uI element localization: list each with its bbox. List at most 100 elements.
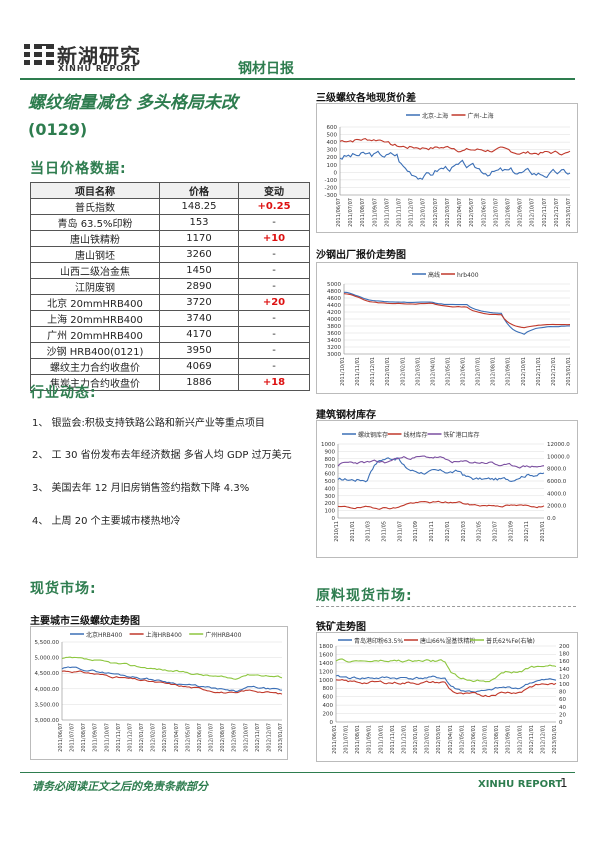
cell-name: 上海 20mmHRB400 (30, 310, 160, 327)
x-tick-label: 2012/04/01 (448, 725, 454, 754)
x-tick-label: 2011/12/01 (401, 725, 407, 754)
x-tick-label: 2012/12/07 (554, 198, 560, 227)
x-tick-label: 2011/01 (350, 521, 356, 542)
x-tick-label: 2011/06/07 (58, 723, 64, 752)
cell-change: - (238, 310, 310, 327)
x-tick-label: 2013/01/07 (566, 198, 572, 227)
x-tick-label: 2012/01/01 (385, 357, 391, 386)
x-tick-label: 2012/08/07 (220, 723, 226, 752)
y-tick-label: 600 (323, 695, 334, 701)
x-tick-label: 2012/04/07 (174, 723, 180, 752)
x-tick-label: 2012/07/01 (483, 725, 489, 754)
y-tick-label: 200 (327, 155, 338, 161)
chart3-title: 建筑钢材库存 (316, 410, 376, 421)
x-tick-label: 2012/07 (492, 521, 498, 542)
cell-name: 唐山铁精粉 (30, 230, 160, 247)
x-tick-label: 2012/11/07 (255, 723, 261, 752)
x-tick-label: 2012/07/07 (493, 198, 499, 227)
y-tick-label: 5000 (327, 282, 341, 288)
cell-name: 唐山钢坯 (30, 246, 160, 263)
logo-mark-icon (24, 42, 54, 72)
news-item: 4、 上周 20 个主要城市楼热地冷 (32, 516, 181, 527)
x-tick-label: 2012/10/07 (530, 198, 536, 227)
series-line (343, 291, 571, 335)
y-tick-label: 200 (325, 501, 336, 507)
x-tick-label: 2011/07/01 (344, 725, 350, 754)
x-tick-label: 2012/08/01 (494, 725, 500, 754)
cell-change: - (238, 358, 310, 375)
table-row: 江阴废钢 2890- (30, 278, 310, 295)
y-tick-label: 4,000.00 (35, 687, 60, 693)
y-tick-label: 4200 (327, 310, 341, 316)
y-tick-label: 400 (323, 703, 334, 709)
news-item: 1、 银监会:积极支持铁路公路和新兴产业等重点项目 (32, 418, 265, 429)
series-line (339, 138, 571, 156)
chart-frame (316, 632, 578, 762)
x-tick-label: 2011/11 (429, 521, 435, 542)
chart-shagang-price: 高线 hrb400 50004800460044004200400038003600… (316, 262, 578, 394)
legend-label: 青岛港印粉63.5% (354, 637, 403, 645)
x-tick-label: 2013/01/01 (552, 725, 558, 754)
y-tick-label: 4800 (327, 289, 341, 295)
y-tick-label: 3,500.00 (35, 702, 60, 708)
y-tick-label: 3400 (327, 338, 341, 344)
table-row: 焦炭主力合约收盘价 1886 +18 (30, 374, 310, 391)
series-line (61, 656, 283, 680)
y-right-tick-label: 2000.0 (547, 504, 567, 510)
x-tick-label: 2011/12/07 (127, 723, 133, 752)
table-row: 上海 20mmHRB400 3740- (30, 310, 310, 327)
x-tick-label: 2011/12/07 (409, 198, 415, 227)
x-tick-label: 2012/03/07 (162, 723, 168, 752)
table-row: 唐山铁精粉 1170 +10 (30, 230, 310, 247)
x-tick-label: 2012/11 (524, 521, 530, 542)
x-tick-label: 2012/07/07 (209, 723, 215, 752)
table-row: 唐山钢坯 3260- (30, 246, 310, 263)
cell-price: 153 (159, 214, 239, 231)
x-tick-label: 2011/07 (397, 521, 403, 542)
series-line (337, 500, 545, 510)
series-line (343, 293, 571, 329)
x-tick-label: 2012/03 (461, 521, 467, 542)
brand-cn: 新湖研究 (57, 44, 141, 68)
industry-heading: 行业动态: (30, 385, 97, 401)
y-tick-label: 4000 (327, 317, 341, 323)
y-tick-label: 5,500.00 (35, 640, 60, 646)
y-right-tick-label: 180 (559, 652, 570, 658)
y-right-tick-label: 120 (559, 674, 570, 680)
x-tick-label: 2011/11/01 (390, 725, 396, 754)
x-tick-label: 2012/12/07 (266, 723, 272, 752)
cell-name: 广州 20mmHRB400 (30, 326, 160, 343)
chart-steel-inventory: 螺纹钢库存 线材库存 铁矿港口库存1000900800700600500400300… (316, 420, 578, 558)
x-tick-label: 2012/01 (445, 521, 451, 542)
y-tick-label: 700 (325, 464, 336, 470)
chart-frame (316, 420, 578, 558)
price-table-wrap: 项目名称 价格 变动 普氏指数 148.25 +0.25 青岛 63.5%印粉 153-… (30, 182, 310, 391)
report-type: 钢材日报 (238, 61, 294, 77)
col-price: 价格 (159, 182, 239, 199)
chart-rebar-cities: 北京HRB400 上海HRB400 广州HRB400 5,500.00 5,000.00… (30, 626, 288, 760)
chart4-title: 主要城市三级螺纹走势图 (30, 616, 140, 627)
x-tick-label: 2012/03/07 (445, 198, 451, 227)
y-tick-label: 0 (330, 720, 334, 726)
y-tick-label: 500 (325, 479, 336, 485)
y-tick-label: 600 (327, 125, 338, 131)
y-right-tick-label: 6000.0 (547, 479, 567, 485)
footer-brand: XINHU REPORT (478, 779, 563, 790)
x-tick-label: 2011/08/07 (360, 198, 366, 227)
x-tick-label: 2011/08/01 (355, 725, 361, 754)
x-tick-label: 2012/12/01 (551, 357, 557, 386)
table-row: 青岛 63.5%印粉 153- (30, 214, 310, 231)
x-tick-label: 2012/01/07 (139, 723, 145, 752)
x-tick-label: 2013/01/07 (278, 723, 284, 752)
x-tick-label: 2012/05/01 (445, 357, 451, 386)
x-tick-label: 2012/12/01 (540, 725, 546, 754)
cell-name: 青岛 63.5%印粉 (30, 214, 160, 231)
y-right-tick-label: 100 (559, 682, 570, 688)
y-tick-label: 1600 (319, 652, 333, 658)
y-right-tick-label: 0 (559, 720, 563, 726)
x-tick-label: 2012/02/01 (425, 725, 431, 754)
x-tick-label: 2012/05/01 (459, 725, 465, 754)
y-tick-label: -300 (325, 193, 338, 199)
table-row: 山西二级冶金焦 1450- (30, 262, 310, 279)
x-tick-label: 2010/11 (334, 521, 340, 542)
